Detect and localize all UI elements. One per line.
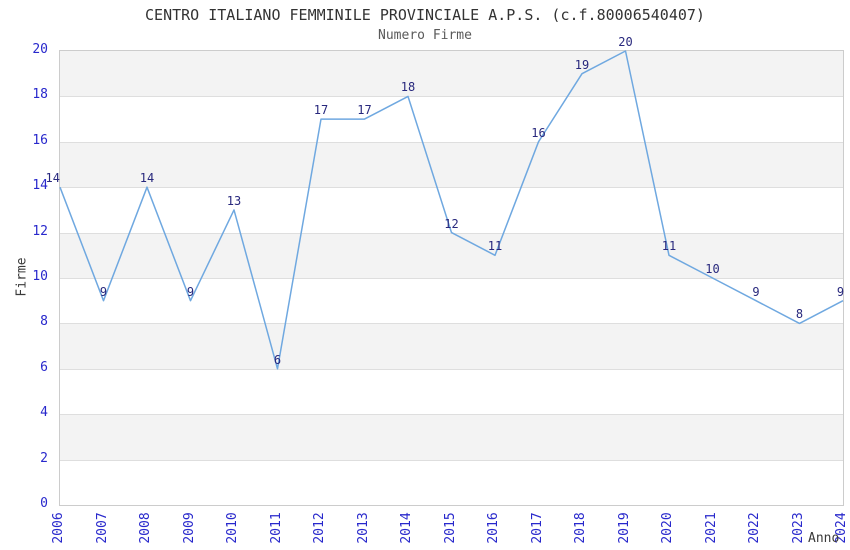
gridline	[60, 414, 843, 416]
plot-band	[60, 459, 843, 505]
y-tick-label: 20	[32, 42, 48, 57]
data-point-label: 9	[836, 284, 845, 299]
y-tick-label: 14	[32, 178, 48, 194]
plot-band	[60, 323, 843, 369]
gridline	[60, 368, 843, 370]
x-tick-label: 2007	[94, 512, 110, 544]
plot-band	[60, 96, 843, 142]
gridline	[60, 187, 843, 189]
plot-area: 14 9 14 9 13 6 17 17 18 12 11 16 19 20 11 10 9 8 9	[46, 35, 845, 506]
data-point-label: 19	[574, 57, 590, 72]
x-tick-label: 2021	[703, 512, 719, 544]
chart-subtitle: Numero Firme	[378, 28, 472, 43]
data-point-label: 17	[357, 103, 372, 118]
gridline	[60, 141, 843, 143]
y-tick-label: 2	[40, 450, 48, 466]
series-line-svg	[59, 50, 844, 370]
gridline	[60, 459, 843, 461]
y-tick-label: 18	[32, 87, 48, 103]
y-tick-label: 6	[40, 359, 48, 375]
x-tick-label: 2016	[486, 512, 501, 544]
data-point-label: 14	[45, 171, 60, 186]
data-point-label: 12	[444, 216, 459, 231]
x-tick-label: 2020	[660, 512, 675, 544]
data-point-label: 13	[226, 193, 242, 208]
y-tick-label: 4	[40, 405, 48, 421]
y-tick-label: 10	[32, 269, 48, 284]
x-tick-label: 2014	[399, 512, 414, 544]
y-tick-label: 8	[40, 314, 48, 330]
data-point-label: 11	[661, 239, 677, 254]
x-tick-label: 2011	[268, 512, 284, 544]
x-tick-label: 2017	[529, 512, 545, 544]
plot-band	[60, 51, 843, 97]
x-tick-label: 2006	[51, 512, 66, 544]
x-axis-title: Anno	[808, 531, 840, 546]
data-point-label: 16	[531, 125, 546, 140]
plot-band	[60, 232, 843, 278]
plot-band	[60, 368, 843, 415]
y-tick-label: 12	[32, 223, 48, 239]
x-tick-label: 2008	[138, 512, 153, 544]
x-tick-label: 2013	[355, 512, 371, 544]
data-point-label: 9	[99, 284, 108, 299]
x-tick-label: 2018	[573, 512, 588, 544]
plot-band	[60, 414, 843, 460]
gridline	[60, 96, 843, 98]
gridline	[60, 323, 843, 325]
x-tick-label: 2019	[616, 512, 632, 544]
data-point-label: 9	[186, 284, 195, 299]
series-line	[59, 50, 844, 370]
x-tick-label: 2012	[312, 512, 327, 544]
gridline	[60, 278, 843, 279]
data-point-label: 9	[752, 284, 760, 299]
data-point-label: 8	[795, 307, 804, 322]
x-tick-label: 2015	[442, 512, 458, 544]
x-tick-label: 2010	[225, 512, 240, 544]
x-tick-label: 2022	[747, 512, 762, 544]
data-point-label: 17	[313, 103, 329, 118]
data-point-label: 18	[400, 80, 416, 95]
y-tick-label: 0	[40, 496, 48, 511]
x-tick-label: 2023	[790, 512, 806, 544]
data-point-label: 6	[273, 352, 282, 367]
plot-band	[60, 187, 843, 233]
x-tick-label: 2009	[181, 512, 197, 544]
data-point-label: 11	[487, 239, 503, 254]
data-point-label: 10	[705, 262, 720, 276]
y-tick-label: 16	[32, 132, 48, 148]
plot-band	[60, 141, 843, 188]
chart-title: CENTRO ITALIANO FEMMINILE PROVINCIALE A.…	[145, 6, 705, 24]
data-point-label: 20	[618, 35, 633, 49]
data-point-label: 14	[139, 171, 155, 186]
